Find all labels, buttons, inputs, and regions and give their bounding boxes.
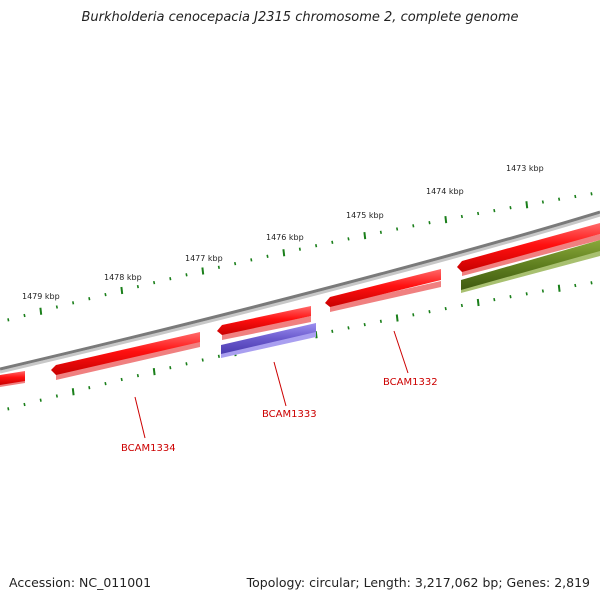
scale-label-1479: 1479 kbp bbox=[22, 292, 60, 301]
major-tick bbox=[444, 215, 448, 224]
minor-tick bbox=[234, 261, 237, 266]
leader-line-bcam1334 bbox=[134, 396, 146, 439]
minor-tick bbox=[120, 377, 123, 382]
minor-tick bbox=[590, 281, 593, 285]
minor-tick bbox=[217, 354, 220, 358]
minor-tick bbox=[590, 192, 593, 196]
major-tick bbox=[557, 284, 561, 292]
minor-tick bbox=[169, 366, 172, 370]
inner-feature-track bbox=[7, 281, 593, 411]
gene-label-bcam1333[interactable]: BCAM1333 bbox=[262, 409, 317, 420]
scale-label-1476: 1476 kbp bbox=[266, 233, 304, 242]
minor-tick bbox=[185, 362, 188, 366]
major-tick bbox=[476, 298, 480, 307]
scale-label-1473: 1473 kbp bbox=[506, 164, 544, 173]
minor-tick bbox=[72, 301, 75, 305]
major-tick bbox=[120, 286, 124, 295]
minor-tick bbox=[331, 240, 334, 244]
minor-tick bbox=[558, 197, 561, 201]
minor-tick bbox=[509, 295, 512, 299]
gene-feature-bcam1332[interactable] bbox=[325, 269, 441, 312]
minor-tick bbox=[460, 303, 463, 308]
major-tick bbox=[201, 267, 205, 275]
major-tick bbox=[39, 307, 43, 315]
gene-feature-bcam1333[interactable] bbox=[217, 306, 311, 340]
minor-tick bbox=[39, 398, 42, 402]
minor-tick bbox=[444, 306, 447, 311]
minor-tick bbox=[7, 407, 10, 411]
minor-tick bbox=[23, 402, 26, 407]
minor-tick bbox=[55, 305, 58, 309]
minor-tick bbox=[412, 224, 415, 228]
minor-tick bbox=[185, 273, 188, 277]
minor-tick bbox=[266, 254, 269, 258]
minor-tick bbox=[55, 394, 58, 398]
minor-tick bbox=[396, 227, 399, 231]
minor-tick bbox=[217, 265, 220, 269]
gene-feature-bcam1334[interactable] bbox=[51, 332, 200, 380]
minor-tick bbox=[379, 319, 382, 323]
outer-scale-track bbox=[7, 192, 593, 322]
major-tick bbox=[363, 231, 367, 240]
major-tick bbox=[282, 249, 286, 257]
minor-tick bbox=[23, 313, 26, 318]
gene-feature-left-edge[interactable] bbox=[0, 371, 25, 387]
minor-tick bbox=[574, 283, 577, 288]
minor-tick bbox=[104, 381, 107, 386]
minor-tick bbox=[104, 292, 107, 297]
genome-backbone-shadow bbox=[0, 213, 600, 374]
minor-tick bbox=[428, 310, 431, 314]
minor-tick bbox=[412, 313, 415, 317]
minor-tick bbox=[477, 211, 480, 216]
minor-tick bbox=[88, 297, 91, 301]
minor-tick bbox=[493, 208, 496, 213]
minor-tick bbox=[493, 297, 496, 302]
minor-tick bbox=[509, 206, 512, 210]
scale-label-1475: 1475 kbp bbox=[346, 211, 384, 220]
accession-text: Accession: NC_011001 bbox=[9, 575, 152, 590]
genome-summary-text: Topology: circular; Length: 3,217,062 bp… bbox=[246, 575, 590, 590]
minor-tick bbox=[201, 358, 204, 362]
scale-label-1477: 1477 kbp bbox=[185, 254, 223, 263]
gene-label-bcam1334[interactable]: BCAM1334 bbox=[121, 443, 176, 454]
minor-tick bbox=[541, 200, 544, 204]
genome-backbone bbox=[0, 210, 600, 371]
minor-tick bbox=[153, 280, 156, 285]
minor-tick bbox=[136, 373, 139, 378]
gene-feature-right-green[interactable] bbox=[461, 240, 600, 293]
leader-line-bcam1333 bbox=[273, 361, 287, 407]
major-tick bbox=[71, 388, 75, 396]
minor-tick bbox=[347, 326, 350, 330]
minor-tick bbox=[315, 244, 318, 248]
minor-tick bbox=[331, 329, 334, 333]
gene-feature-right-red[interactable] bbox=[457, 223, 600, 276]
minor-tick bbox=[298, 247, 301, 251]
minor-tick bbox=[525, 292, 528, 296]
minor-tick bbox=[136, 284, 139, 289]
map-title: Burkholderia cenocepacia J2315 chromosom… bbox=[81, 10, 519, 25]
minor-tick bbox=[428, 221, 431, 225]
minor-tick bbox=[7, 318, 10, 322]
minor-tick bbox=[460, 214, 463, 219]
major-tick bbox=[152, 367, 156, 376]
major-tick bbox=[525, 201, 529, 209]
minor-tick bbox=[541, 289, 544, 293]
minor-tick bbox=[379, 230, 382, 234]
scale-label-1474: 1474 kbp bbox=[426, 187, 464, 196]
minor-tick bbox=[574, 194, 577, 199]
minor-tick bbox=[169, 277, 172, 281]
scale-label-1478: 1478 kbp bbox=[104, 273, 142, 282]
leader-line-bcam1332 bbox=[393, 330, 409, 374]
minor-tick bbox=[363, 322, 366, 327]
minor-tick bbox=[347, 237, 350, 241]
minor-tick bbox=[88, 386, 91, 390]
gene-feature-bcam1333-minus[interactable] bbox=[221, 323, 316, 358]
gene-label-bcam1332[interactable]: BCAM1332 bbox=[383, 377, 438, 388]
major-tick bbox=[395, 314, 399, 322]
minor-tick bbox=[250, 258, 253, 262]
